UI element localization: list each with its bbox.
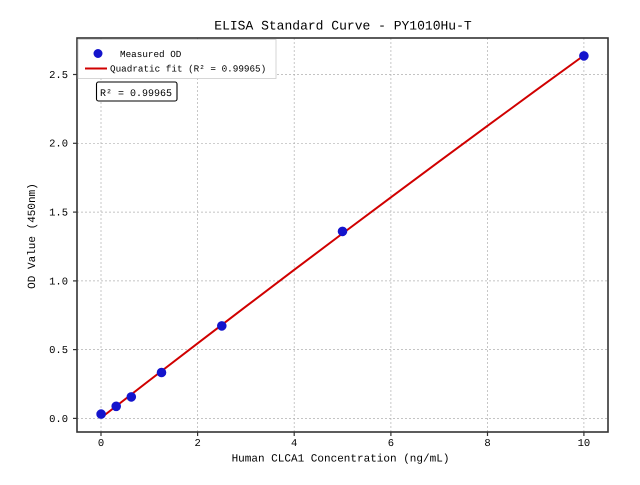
- svg-text:0.5: 0.5: [49, 345, 68, 357]
- svg-text:2: 2: [194, 438, 200, 450]
- svg-text:1.0: 1.0: [49, 276, 68, 288]
- svg-text:Human CLCA1 Concentration (ng/: Human CLCA1 Concentration (ng/mL): [232, 454, 450, 466]
- svg-text:R² = 0.99965: R² = 0.99965: [100, 89, 172, 100]
- svg-text:0: 0: [98, 438, 104, 450]
- svg-text:ELISA Standard Curve - PY1010H: ELISA Standard Curve - PY1010Hu-T: [214, 19, 472, 34]
- svg-text:Quadratic fit (R² = 0.99965): Quadratic fit (R² = 0.99965): [110, 64, 266, 75]
- svg-text:8: 8: [484, 438, 490, 450]
- svg-text:1.5: 1.5: [49, 208, 68, 220]
- svg-text:2.5: 2.5: [49, 70, 68, 82]
- svg-text:0.0: 0.0: [49, 414, 68, 426]
- svg-text:Measured OD: Measured OD: [120, 49, 182, 60]
- svg-text:4: 4: [291, 438, 297, 450]
- svg-text:OD Value (450nm): OD Value (450nm): [27, 183, 39, 289]
- svg-text:6: 6: [388, 438, 394, 450]
- svg-text:10: 10: [578, 438, 591, 450]
- svg-text:2.0: 2.0: [49, 139, 68, 151]
